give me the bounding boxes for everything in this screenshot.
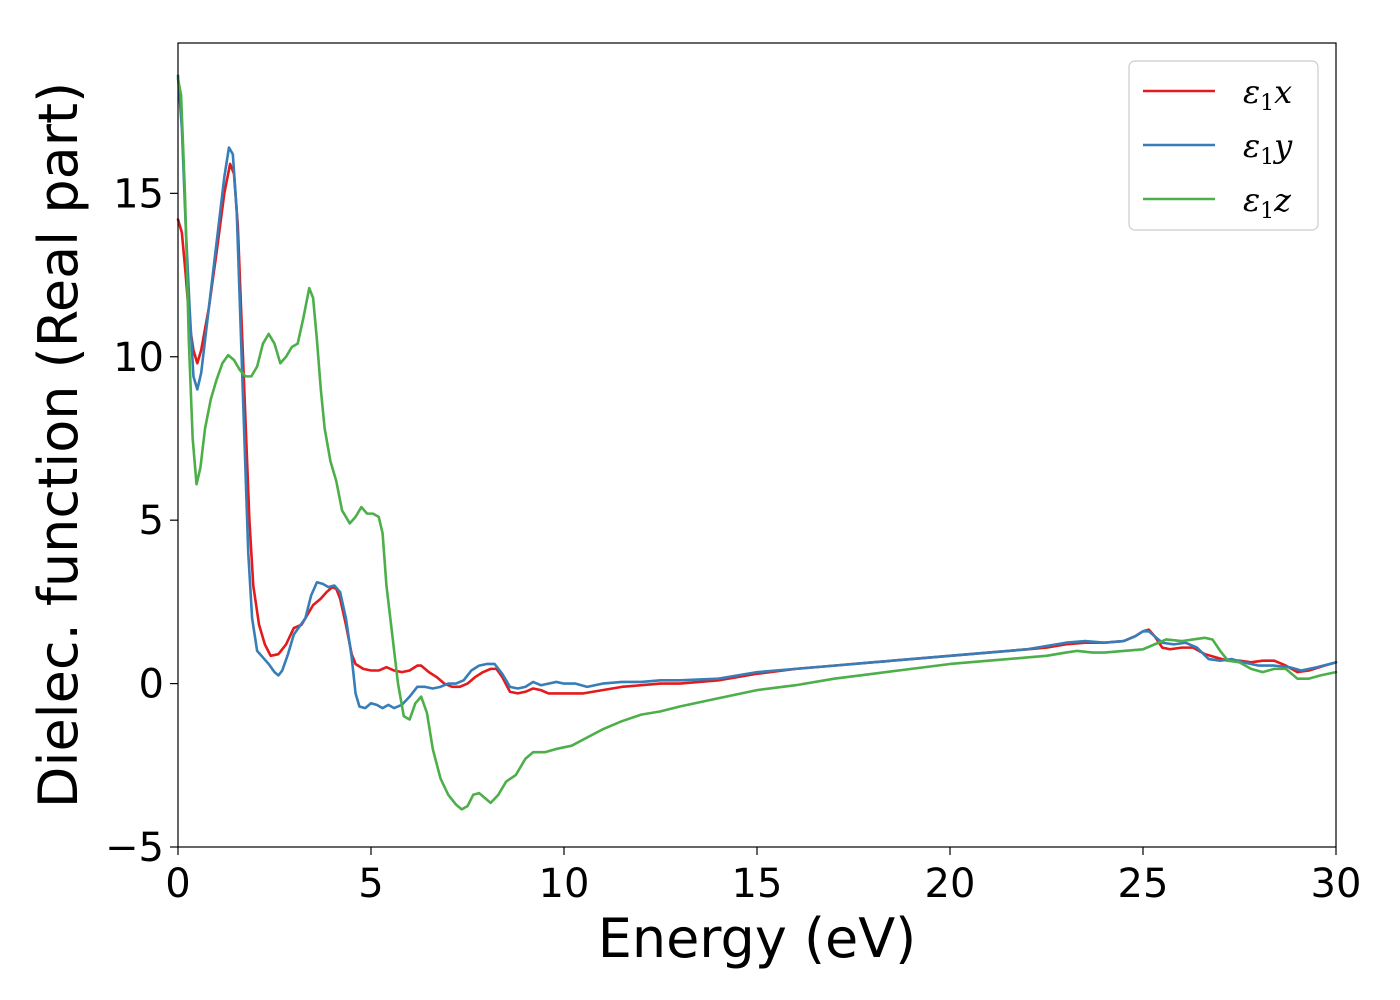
y-tick-label: 15 [113, 171, 164, 217]
x-tick-label: 0 [165, 861, 190, 907]
series-layer [176, 74, 1338, 811]
series-line-z [176, 77, 1338, 811]
series-line-y [176, 74, 1338, 710]
y-axis-title: Dielec. function (Real part) [27, 82, 90, 808]
y-tick-label: 10 [113, 335, 164, 381]
legend-label-z: ε1z [1243, 181, 1292, 224]
y-tick-label: 0 [139, 662, 164, 708]
y-tick-label: −5 [105, 825, 164, 871]
x-tick-label: 10 [539, 861, 590, 907]
x-tick-label: 15 [732, 861, 783, 907]
x-tick-label: 5 [358, 861, 383, 907]
legend-label-y: ε1y [1243, 127, 1293, 170]
y-tick-label: 5 [139, 498, 164, 544]
x-tick-label: 25 [1118, 861, 1169, 907]
y-axis: −5 0 5 10 15 [105, 171, 178, 871]
legend: ε1x ε1y ε1z [1128, 60, 1319, 231]
legend-label-x: ε1x [1243, 73, 1292, 116]
x-tick-label: 30 [1311, 861, 1362, 907]
x-axis: 0 5 10 15 20 25 30 [165, 847, 1361, 907]
legend-box [1128, 60, 1319, 231]
x-axis-title: Energy (eV) [598, 907, 917, 970]
x-tick-label: 20 [925, 861, 976, 907]
